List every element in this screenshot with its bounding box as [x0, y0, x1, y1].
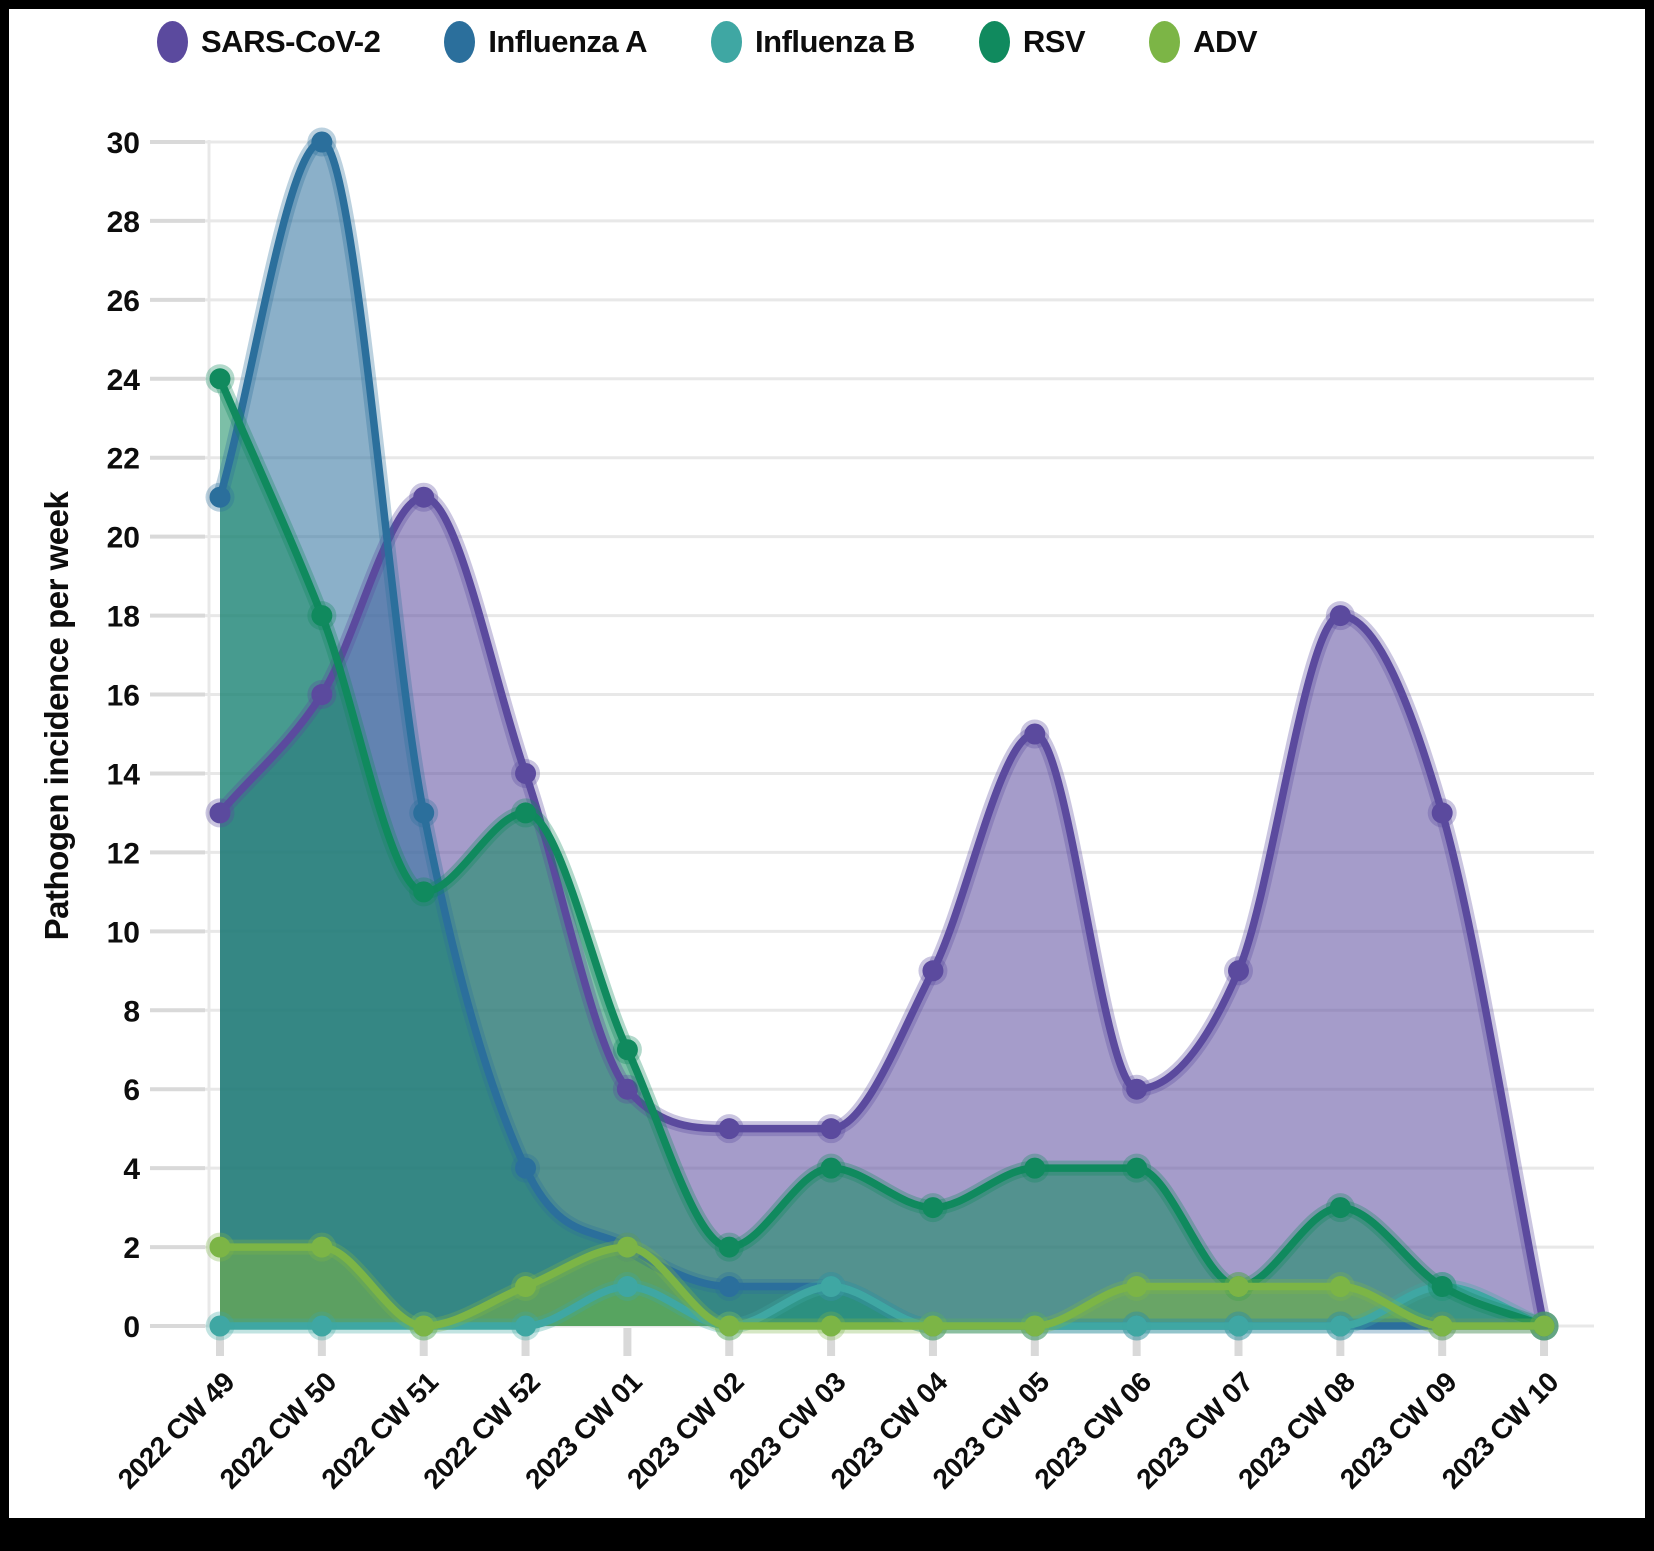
series-point-rsv[interactable]	[922, 1197, 944, 1219]
series-point-influenza-b[interactable]	[820, 1276, 842, 1298]
series-point-influenza-b[interactable]	[1329, 1315, 1351, 1337]
legend-item-label: RSV	[1022, 24, 1086, 59]
series-point-influenza-a[interactable]	[311, 131, 333, 153]
series-point-sars-cov-2[interactable]	[515, 762, 537, 784]
series-point-adv[interactable]	[718, 1315, 740, 1337]
series-point-influenza-b[interactable]	[311, 1315, 333, 1337]
legend-item-label: SARS-CoV-2	[201, 24, 381, 59]
y-tick-label: 16	[107, 680, 140, 713]
series-point-sars-cov-2[interactable]	[311, 684, 333, 706]
series-point-sars-cov-2[interactable]	[1228, 960, 1249, 982]
series-point-sars-cov-2[interactable]	[1329, 605, 1351, 627]
legend-item-influenza-a[interactable]: Influenza A	[444, 21, 648, 63]
legend-item-label: Influenza A	[488, 24, 648, 59]
series-point-rsv[interactable]	[820, 1157, 842, 1179]
series-point-rsv[interactable]	[515, 802, 537, 824]
series-point-rsv[interactable]	[616, 1039, 638, 1061]
series-point-influenza-a[interactable]	[209, 486, 231, 508]
y-tick-label: 6	[123, 1074, 140, 1107]
y-tick-label: 0	[123, 1311, 140, 1344]
series-point-adv[interactable]	[311, 1236, 333, 1258]
series-point-sars-cov-2[interactable]	[1431, 802, 1453, 824]
series-point-influenza-a[interactable]	[515, 1157, 537, 1179]
legend-swatch-icon	[978, 21, 1010, 63]
series-point-adv[interactable]	[1024, 1315, 1046, 1337]
series-point-sars-cov-2[interactable]	[1126, 1078, 1148, 1100]
y-tick-label: 8	[123, 995, 140, 1028]
legend-item-adv[interactable]: ADV	[1149, 21, 1258, 63]
series-point-adv[interactable]	[820, 1315, 842, 1337]
legend-item-sars-cov-2[interactable]: SARS-CoV-2	[157, 21, 381, 63]
series-point-sars-cov-2[interactable]	[413, 486, 435, 508]
series-point-influenza-a[interactable]	[718, 1276, 740, 1298]
series-point-influenza-b[interactable]	[1126, 1315, 1148, 1337]
y-tick-label: 24	[107, 364, 141, 397]
legend-item-label: ADV	[1193, 24, 1258, 59]
y-tick-label: 12	[107, 837, 140, 870]
series-point-influenza-b[interactable]	[515, 1315, 537, 1337]
series-point-rsv[interactable]	[311, 605, 333, 627]
legend: SARS-CoV-2 Influenza A Influenza B RSV ADV	[157, 21, 1258, 63]
series-area-rsv	[220, 378, 1545, 1326]
legend-swatch-icon	[1149, 21, 1181, 63]
series-point-rsv[interactable]	[1126, 1157, 1148, 1179]
series-point-rsv[interactable]	[1431, 1276, 1453, 1298]
series-point-influenza-b[interactable]	[616, 1276, 638, 1298]
series-point-sars-cov-2[interactable]	[718, 1118, 740, 1140]
series-point-adv[interactable]	[413, 1315, 435, 1337]
series-point-adv[interactable]	[209, 1236, 231, 1258]
series-point-adv[interactable]	[1431, 1315, 1453, 1337]
series-point-rsv[interactable]	[1329, 1197, 1351, 1219]
y-tick-label: 10	[107, 916, 140, 949]
y-tick-label: 4	[123, 1153, 140, 1186]
series-point-sars-cov-2[interactable]	[616, 1078, 638, 1100]
series-line-rsv	[216, 375, 1548, 1330]
series-point-adv[interactable]	[1533, 1315, 1555, 1337]
series-point-rsv[interactable]	[413, 881, 435, 903]
series-point-adv[interactable]	[1228, 1276, 1249, 1298]
series-point-adv[interactable]	[1329, 1276, 1351, 1298]
legend-item-label: Influenza B	[755, 24, 915, 59]
legend-swatch-icon	[444, 21, 476, 63]
legend-item-influenza-b[interactable]: Influenza B	[711, 21, 915, 63]
y-tick-label: 26	[107, 285, 140, 318]
series-area-adv	[220, 1247, 1545, 1326]
y-tick-label: 18	[107, 601, 140, 634]
legend-swatch-icon	[157, 21, 188, 63]
series-point-adv[interactable]	[1126, 1276, 1148, 1298]
y-tick-label: 20	[107, 522, 140, 555]
series-point-rsv[interactable]	[209, 368, 231, 390]
y-tick-label: 30	[107, 127, 140, 160]
series-point-adv[interactable]	[616, 1236, 638, 1258]
series-point-influenza-b[interactable]	[1228, 1315, 1249, 1337]
series-point-rsv[interactable]	[718, 1236, 740, 1258]
y-tick-label: 2	[123, 1232, 140, 1265]
legend-item-rsv[interactable]: RSV	[978, 21, 1086, 63]
series-point-influenza-b[interactable]	[209, 1315, 231, 1337]
legend-swatch-icon	[711, 21, 743, 63]
chart-card: SARS-CoV-2 Influenza A Influenza B RSV ADV P…	[9, 9, 1645, 1518]
series-point-rsv[interactable]	[1024, 1157, 1046, 1179]
series-point-sars-cov-2[interactable]	[1024, 723, 1046, 745]
y-tick-label: 28	[107, 206, 140, 239]
y-tick-label: 14	[107, 758, 141, 791]
series-point-influenza-a[interactable]	[413, 802, 435, 824]
series-line-sars-cov-2	[216, 493, 1548, 1330]
y-tick-label: 22	[107, 443, 140, 476]
series-point-sars-cov-2[interactable]	[820, 1118, 842, 1140]
series-point-sars-cov-2[interactable]	[209, 802, 231, 824]
series-point-sars-cov-2[interactable]	[922, 960, 944, 982]
series-point-adv[interactable]	[515, 1276, 537, 1298]
series-point-adv[interactable]	[922, 1315, 944, 1337]
